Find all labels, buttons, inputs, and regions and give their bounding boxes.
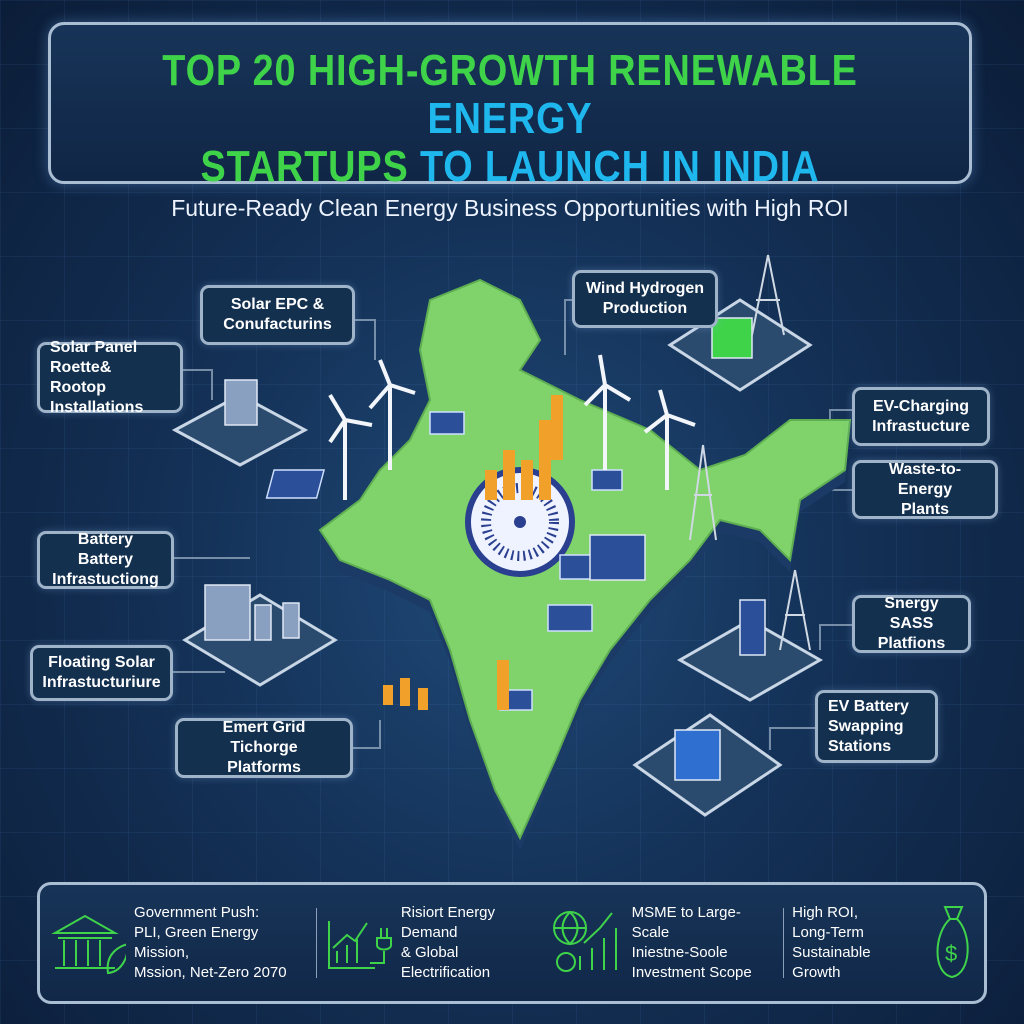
benefits-footer: Government Push: PLI, Green Energy Missi… [37, 882, 987, 1004]
growth-bar-icons [383, 395, 563, 710]
label-battery: Battery Battery Infrastuctiong [37, 531, 174, 589]
label-text: Battery Battery Infrastuctiong [52, 531, 159, 588]
transmission-tower-icons [689, 254, 811, 651]
label-waste-to-energy: Waste-to-Energy Plants [852, 460, 998, 519]
benefit-high-roi: High ROI, Long-Term Sustainable Growth $ [792, 903, 974, 983]
label-floating-solar: Floating Solar Infrastucturiure [30, 645, 173, 701]
label-text: Emert Grid Tichorge Platforms [222, 719, 306, 776]
benefit-text: High ROI, Long-Term Sustainable Growth [792, 904, 871, 981]
building-icons [204, 317, 766, 781]
title-banner: TOP 20 HIGH-GROWTH RENEWABLE ENERGY STAR… [48, 22, 972, 221]
benefit-investment-scope: MSME to Large-Scale Iniestne-Soole Inves… [550, 903, 775, 983]
title-line2-cyan: TO LAUNCH IN INDIA [419, 142, 820, 191]
divider [783, 908, 785, 978]
main-title: TOP 20 HIGH-GROWTH RENEWABLE ENERGY STAR… [115, 47, 904, 191]
label-text: Floating Solar Infrastucturiure [42, 654, 161, 691]
label-ev-battery-swapping: EV Battery Swapping Stations [815, 690, 938, 763]
growth-chart-plug-icon [328, 921, 393, 969]
money-bag-icon: $ [936, 906, 969, 979]
title-line1-green: TOP 20 HIGH-GROWTH RENEWABLE [162, 46, 858, 95]
svg-text:$: $ [945, 941, 957, 966]
label-smart-grid: Emert Grid Tichorge Platforms [175, 718, 353, 778]
connector-lines [172, 299, 852, 750]
label-ev-charging: EV-Charging Infrastucture [852, 387, 990, 446]
title-line1-cyan: ENERGY [427, 94, 593, 143]
subtitle: Future-Ready Clean Energy Business Oppor… [171, 195, 849, 221]
label-text: EV-Charging Infrastucture [872, 397, 970, 435]
label-text: Wind Hydrogen Production [585, 280, 705, 317]
benefit-text: Government Push: PLI, Green Energy Missi… [134, 904, 287, 981]
benefit-government-push: Government Push: PLI, Green Energy Missi… [50, 903, 308, 983]
label-solar-epc: Solar EPC & Conufacturins [200, 285, 355, 345]
label-text: EV Battery Swapping Stations [828, 697, 909, 755]
wind-turbine-icons [328, 354, 696, 500]
government-building-leaf-icon [51, 914, 127, 975]
globe-gear-chart-icon [553, 911, 618, 972]
benefit-text: Risiort Energy Demand & Global Electrifi… [400, 904, 496, 981]
solar-panel-icons [265, 411, 623, 711]
label-energy-saas: Snergy SASS Platfions [852, 595, 971, 653]
label-text: Solar Panel Roette& Rootop Installations [50, 338, 144, 416]
label-solar-panel: Solar Panel Roette& Rootop Installations [37, 339, 183, 416]
label-wind-hydrogen: Wind Hydrogen Production [572, 270, 718, 328]
ashoka-chakra-icon [465, 467, 575, 577]
label-text: Waste-to-Energy Plants [888, 460, 962, 518]
title-line2-green: STARTUPS [200, 142, 409, 191]
label-text: Snergy SASS Platfions [877, 595, 946, 652]
divider [316, 908, 318, 978]
label-text: Solar EPC & Conufacturins [223, 296, 332, 333]
benefit-energy-demand: Risiort Energy Demand & Global Electrifi… [325, 903, 550, 983]
benefit-text: MSME to Large-Scale Iniestne-Soole Inves… [631, 904, 752, 981]
